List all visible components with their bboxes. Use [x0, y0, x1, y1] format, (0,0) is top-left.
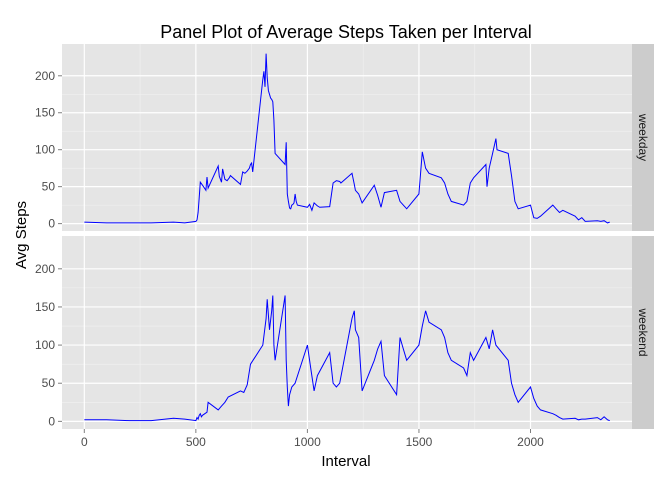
x-tick-label: 1000: [294, 435, 321, 449]
y-tick-label: 150: [35, 300, 55, 314]
series-line-weekend: [84, 295, 610, 422]
y-tick-label: 50: [42, 376, 56, 390]
panel-background: [62, 44, 632, 231]
facet-strip-label: weekday: [636, 113, 650, 161]
panel-weekday: 0 50 100 150 200 weekday: [35, 44, 654, 231]
x-axis-title: Interval: [321, 453, 370, 470]
panel-background: [62, 236, 632, 429]
series-line-weekday: [84, 53, 610, 224]
y-tick-label: 150: [35, 106, 55, 120]
x-tick-label: 500: [186, 435, 206, 449]
y-axis-title: Avg Steps: [13, 201, 30, 269]
y-tick-label: 200: [35, 262, 55, 276]
y-tick-label: 0: [48, 414, 55, 428]
x-tick-label: 2000: [517, 435, 544, 449]
panel-weekend: 0 50 100 150 200 weekend: [35, 236, 654, 429]
y-tick-label: 100: [35, 143, 55, 157]
facet-strip-label: weekend: [636, 307, 650, 356]
y-tick-label: 200: [35, 69, 55, 83]
y-tick-label: 50: [42, 180, 56, 194]
x-tick-label: 0: [81, 435, 88, 449]
y-tick-label: 0: [48, 217, 55, 231]
x-tick-label: 1500: [406, 435, 433, 449]
y-tick-label: 100: [35, 338, 55, 352]
facet-strip: [632, 236, 654, 429]
facet-strip: [632, 44, 654, 231]
chart-title: Panel Plot of Average Steps Taken per In…: [160, 22, 532, 42]
